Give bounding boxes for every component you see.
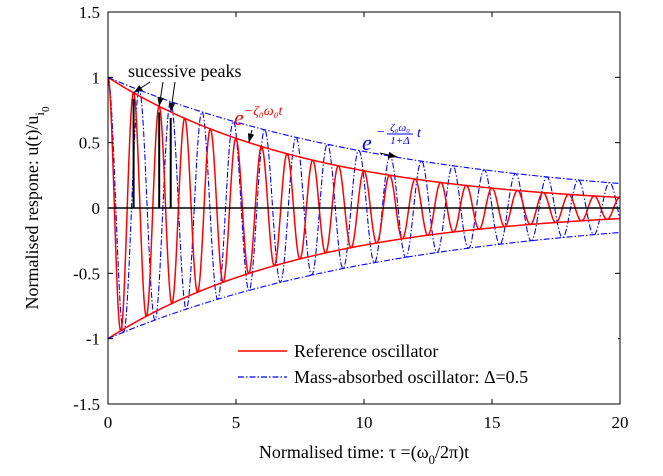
y-axis-label-sub2: 0	[40, 106, 52, 112]
successive-peaks-label: sucessive peaks	[128, 61, 241, 81]
annotation-layer: sucessive peaks e−ζ₀ω₀t e − ζ₀ω₀ 1+Δ t	[128, 61, 422, 208]
mass-envelope-minus: −	[376, 125, 385, 140]
x-axis-label: Normalised time: τ =(ω0/2π)t	[259, 442, 469, 467]
x-axis-label-sub: 0	[429, 452, 436, 467]
mass-envelope-den: 1+Δ	[390, 135, 409, 147]
x-tick-label: 0	[104, 413, 113, 432]
envelope-reference-lower	[107, 217, 621, 340]
y-axis-label: Normalised respone: u(t)/ui0	[22, 106, 52, 310]
y-tick-label: -1	[86, 330, 100, 349]
legend-label-reference: Reference oscillator	[294, 341, 438, 361]
mass-envelope-label: e − ζ₀ω₀ 1+Δ t	[362, 122, 422, 155]
ref-envelope-base: e	[234, 105, 244, 130]
x-tick-label: 20	[612, 413, 629, 432]
tick-layer: 0 5 10 15 20 -1.5 -1 -0.5 0 0.5 1 1.5	[73, 3, 628, 432]
x-tick-label: 10	[356, 413, 373, 432]
mass-envelope-tail: t	[417, 126, 422, 141]
y-tick-label: 1.5	[79, 3, 100, 22]
mass-envelope-num: ζ₀ω₀	[390, 122, 410, 134]
y-tick-label: -0.5	[73, 264, 100, 283]
y-tick-label: 0.5	[79, 134, 100, 153]
ref-envelope-arrow	[247, 129, 255, 143]
y-axis-label-sub: i	[32, 112, 47, 116]
x-tick-label: 15	[484, 413, 501, 432]
envelope-layer	[107, 76, 621, 340]
successive-peak-arrow	[157, 81, 164, 107]
legend: Reference oscillator Mass-absorbed oscil…	[230, 333, 618, 391]
x-axis-label-tail: /2π)t	[435, 442, 469, 463]
y-tick-label: -1.5	[73, 395, 100, 414]
envelope-reference-upper	[107, 76, 621, 199]
arrow-layer	[132, 81, 398, 208]
envelope-mass-absorbed-upper	[107, 76, 621, 185]
mass-envelope-arrow	[379, 151, 398, 159]
successive-peak-arrow	[168, 81, 176, 113]
y-tick-label: 1	[92, 68, 101, 87]
y-axis-label-main: Normalised respone: u(t)/u	[22, 116, 43, 310]
legend-label-mass-absorbed: Mass-absorbed oscillator: Δ=0.5	[294, 367, 528, 387]
envelope-mass-absorbed-lower	[107, 231, 621, 340]
x-tick-label: 5	[232, 413, 241, 432]
legend-box	[230, 333, 618, 391]
ref-envelope-label: e−ζ₀ω₀t	[234, 104, 283, 130]
ref-envelope-exponent: −ζ₀ω₀t	[244, 104, 284, 119]
y-tick-label: 0	[92, 199, 101, 218]
x-axis-label-main: Normalised time: τ =(ω	[259, 442, 429, 463]
series-line-mass-absorbed	[107, 76, 621, 333]
mass-envelope-base: e	[362, 130, 372, 155]
successive-peak-arrow	[133, 81, 151, 94]
